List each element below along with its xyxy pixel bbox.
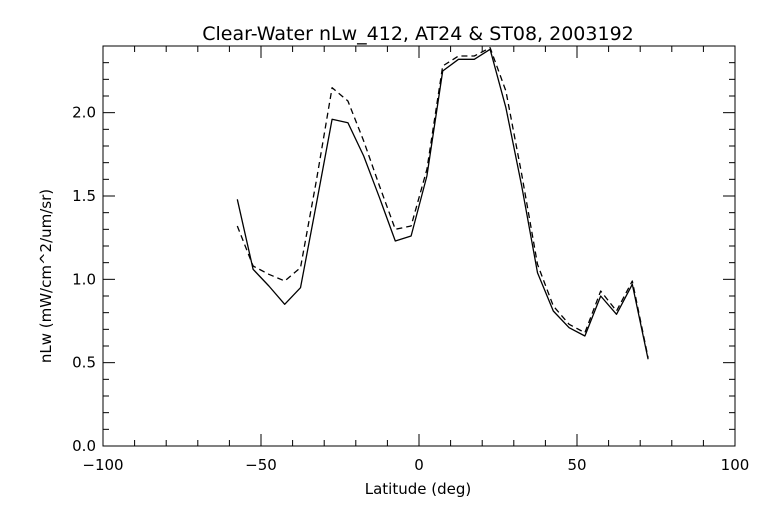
chart-title: Clear-Water nLw_412, AT24 & ST08, 200319… [202, 23, 634, 45]
x-tick-label: 100 [721, 456, 750, 474]
series-lines [236, 47, 649, 360]
series-line-dashed [236, 47, 649, 358]
x-tick-label: −50 [245, 456, 277, 474]
y-tick-label: 0.0 [72, 437, 96, 455]
x-tick-label: 50 [567, 456, 586, 474]
y-axis-label: nLw (mW/cm^2/um/sr) [37, 189, 55, 363]
y-tick-label: 0.5 [72, 354, 96, 372]
plot-frame [102, 45, 736, 447]
axis-tick-labels: −100 −50 0 50 100 0.0 0.5 1.0 1.5 2.0 [72, 104, 749, 474]
x-tick-label: 0 [414, 456, 424, 474]
x-tick-label: −100 [82, 456, 123, 474]
y-tick-label: 1.0 [72, 270, 96, 288]
y-tick-label: 2.0 [72, 104, 96, 122]
series-line-solid [236, 48, 649, 360]
axis-ticks [102, 45, 736, 447]
y-tick-label: 1.5 [72, 187, 96, 205]
x-axis-label: Latitude (deg) [365, 480, 471, 498]
